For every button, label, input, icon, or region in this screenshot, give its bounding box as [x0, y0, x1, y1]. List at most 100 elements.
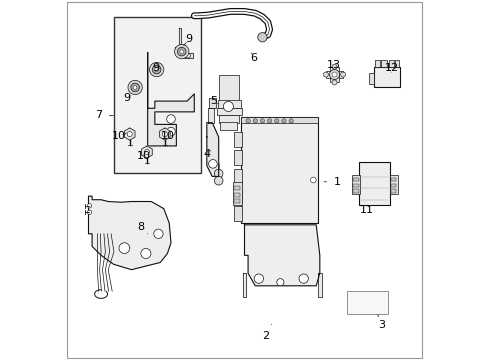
- Circle shape: [144, 149, 149, 154]
- Text: 4: 4: [203, 149, 210, 159]
- Circle shape: [155, 68, 158, 71]
- Bar: [329, 67, 338, 82]
- Circle shape: [152, 65, 161, 74]
- Circle shape: [288, 119, 293, 123]
- Bar: [390, 178, 395, 181]
- Bar: [373, 67, 400, 87]
- Text: 8: 8: [138, 222, 147, 234]
- Polygon shape: [159, 128, 170, 140]
- Circle shape: [257, 33, 266, 42]
- Text: 12: 12: [385, 63, 399, 73]
- Circle shape: [223, 102, 233, 112]
- Bar: [346, 291, 387, 315]
- Text: 7: 7: [95, 111, 113, 121]
- Bar: [374, 60, 379, 67]
- Bar: [234, 199, 240, 203]
- Bar: [113, 17, 201, 173]
- Circle shape: [141, 248, 151, 258]
- Polygon shape: [174, 47, 185, 51]
- Polygon shape: [142, 146, 152, 158]
- Bar: [217, 108, 241, 116]
- Polygon shape: [147, 53, 194, 146]
- Bar: [241, 117, 317, 223]
- Bar: [241, 117, 317, 123]
- Circle shape: [260, 119, 264, 123]
- Polygon shape: [208, 98, 215, 108]
- Text: 6: 6: [250, 53, 257, 63]
- Bar: [389, 175, 397, 194]
- Polygon shape: [183, 53, 192, 58]
- Circle shape: [87, 204, 92, 208]
- Circle shape: [133, 86, 137, 89]
- Text: 10: 10: [136, 151, 150, 161]
- Circle shape: [185, 53, 190, 58]
- Circle shape: [131, 83, 139, 92]
- Circle shape: [128, 80, 142, 95]
- Bar: [390, 189, 395, 193]
- Circle shape: [274, 119, 278, 123]
- Bar: [234, 186, 240, 190]
- Bar: [234, 206, 241, 221]
- Text: 13: 13: [326, 59, 340, 69]
- Text: 9: 9: [152, 63, 159, 73]
- Text: 1: 1: [324, 177, 340, 187]
- Bar: [388, 60, 393, 67]
- Circle shape: [323, 72, 328, 77]
- Bar: [218, 75, 239, 101]
- Bar: [359, 162, 389, 205]
- Bar: [234, 193, 240, 197]
- Bar: [352, 189, 358, 193]
- Circle shape: [331, 64, 336, 69]
- Text: 10: 10: [161, 131, 175, 141]
- Bar: [220, 122, 237, 130]
- Circle shape: [214, 176, 223, 185]
- Circle shape: [267, 119, 271, 123]
- Polygon shape: [88, 196, 171, 270]
- Circle shape: [214, 169, 223, 178]
- Circle shape: [149, 62, 163, 77]
- Bar: [352, 184, 358, 187]
- Circle shape: [153, 229, 163, 238]
- Circle shape: [281, 119, 285, 123]
- Circle shape: [329, 69, 339, 80]
- Bar: [390, 184, 395, 187]
- Circle shape: [166, 127, 175, 136]
- Circle shape: [331, 80, 336, 85]
- Polygon shape: [124, 128, 135, 140]
- Text: 9: 9: [123, 93, 131, 103]
- Bar: [234, 132, 241, 147]
- Circle shape: [331, 72, 336, 77]
- Bar: [395, 60, 398, 67]
- Bar: [325, 71, 343, 78]
- Circle shape: [127, 132, 132, 136]
- Bar: [218, 115, 239, 123]
- Circle shape: [253, 119, 257, 123]
- Text: 2: 2: [262, 324, 271, 341]
- Text: 5: 5: [210, 96, 219, 106]
- Text: 3: 3: [377, 315, 384, 329]
- Circle shape: [177, 47, 185, 56]
- Polygon shape: [244, 225, 319, 286]
- Bar: [233, 182, 241, 205]
- Circle shape: [166, 115, 175, 123]
- Circle shape: [254, 274, 263, 283]
- Text: 10: 10: [112, 131, 126, 141]
- Bar: [381, 60, 386, 67]
- Bar: [218, 100, 241, 108]
- Bar: [234, 150, 241, 165]
- Polygon shape: [178, 28, 180, 47]
- Circle shape: [208, 159, 217, 168]
- Text: 9: 9: [183, 35, 192, 45]
- Bar: [234, 169, 241, 184]
- Circle shape: [340, 72, 345, 77]
- Circle shape: [119, 243, 129, 253]
- Circle shape: [87, 210, 92, 215]
- Polygon shape: [207, 108, 214, 123]
- Circle shape: [180, 50, 183, 53]
- Circle shape: [310, 177, 316, 183]
- Polygon shape: [317, 273, 321, 297]
- Circle shape: [162, 132, 167, 136]
- Circle shape: [245, 119, 250, 123]
- Bar: [351, 175, 359, 194]
- Bar: [234, 188, 241, 203]
